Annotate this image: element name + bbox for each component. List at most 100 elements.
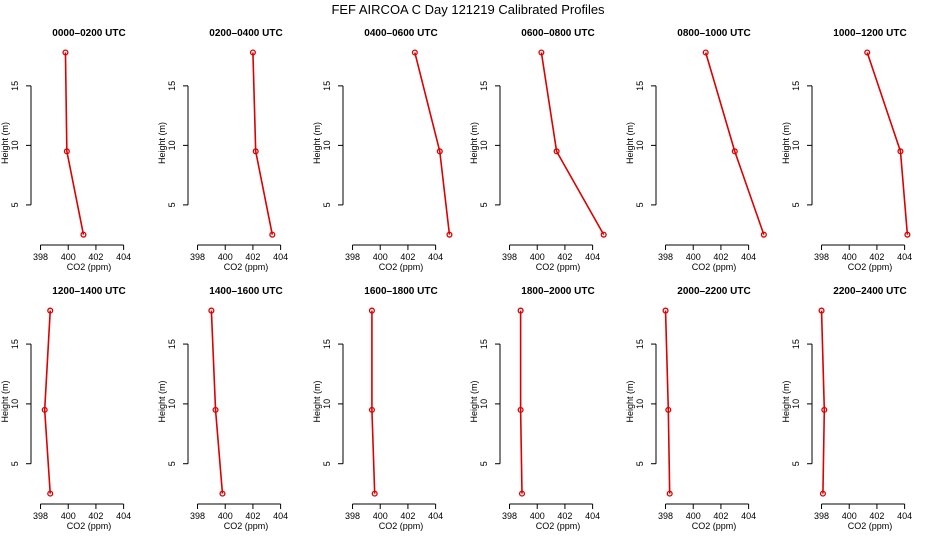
panel-10-y-label: Height (m) — [469, 380, 479, 422]
panel-8-y-tick-label: 15 — [167, 339, 177, 349]
panel-7-data-point — [47, 490, 54, 497]
panel-5-data-point — [702, 49, 709, 56]
panel-12-y-tick-label: 10 — [791, 399, 801, 409]
panel-7-x-tick-label: 402 — [88, 511, 103, 521]
panel-8-y-label: Height (m) — [157, 380, 167, 422]
panel-12: 2200–2400 UTC 398 400 402 404 CO2 (ppm) 5 10 15 H… — [781, 286, 912, 531]
panel-9-y-label: Height (m) — [312, 380, 322, 422]
panel-10-y-tick-label: 5 — [479, 461, 489, 466]
panel-8: 1400–1600 UTC 398 400 402 404 CO2 (ppm) 5 10 15 H… — [157, 286, 288, 531]
panel-5-x-tick-label: 404 — [741, 252, 756, 262]
panel-4-x-tick-label: 404 — [585, 252, 600, 262]
panel-10-data-point — [517, 406, 524, 413]
panel-9-x-tick-label: 404 — [428, 511, 443, 521]
panel-2-series-line — [252, 52, 274, 235]
panel-1-series-line — [64, 52, 85, 235]
panel-4-y-label: Height (m) — [469, 122, 479, 164]
panel-12-x-tick-label: 402 — [869, 511, 884, 521]
panel-6-y-tick-label: 10 — [791, 140, 801, 150]
panel-7-y-label: Height (m) — [0, 380, 10, 422]
panel-3-x-tick-label: 398 — [345, 252, 360, 262]
panel-11-x-tick-label: 400 — [686, 511, 701, 521]
panel-11: 2000–2200 UTC 398 400 402 404 CO2 (ppm) 5 10 15 H… — [625, 286, 756, 531]
panel-3-data-point — [411, 49, 418, 56]
figure-title: FEF AIRCOA C Day 121219 Calibrated Profi… — [331, 2, 605, 17]
panel-8-title: 1400–1600 UTC — [209, 286, 282, 297]
panel-3-x-tick-label: 400 — [373, 252, 388, 262]
panel-11-x-label: CO2 (ppm) — [692, 521, 737, 531]
panel-10-x-tick-label: 404 — [585, 511, 600, 521]
panel-12-y-label: Height (m) — [781, 380, 791, 422]
panel-6-y-label: Height (m) — [781, 122, 791, 164]
panel-4: 0600–0800 UTC 398 400 402 404 CO2 (ppm) 5 10 15 H… — [469, 28, 607, 272]
panel-1-title: 0000–0200 UTC — [52, 28, 125, 39]
panel-2-y-label: Height (m) — [157, 122, 167, 164]
panel-5-y-label: Height (m) — [625, 122, 635, 164]
panel-5: 0800–1000 UTC 398 400 402 404 CO2 (ppm) 5 10 15 H… — [625, 28, 767, 272]
panel-5-y-tick-label: 10 — [635, 140, 645, 150]
panel-7-title: 1200–1400 UTC — [52, 286, 125, 297]
panel-grid: 0000–0200 UTC 398 400 402 404 CO2 (ppm) 5 10 15 H… — [0, 28, 912, 531]
panel-5-title: 0800–1000 UTC — [677, 28, 750, 39]
panel-2-y-tick-label: 10 — [167, 140, 177, 150]
panel-1-y-tick-label: 15 — [10, 81, 20, 91]
panel-3-x-label: CO2 (ppm) — [379, 262, 424, 272]
panel-8-y-tick-label: 5 — [167, 461, 177, 466]
panel-12-series-line — [820, 310, 826, 494]
panel-1: 0000–0200 UTC 398 400 402 404 CO2 (ppm) 5 10 15 H… — [0, 28, 131, 272]
panel-10-x-tick-label: 402 — [557, 511, 572, 521]
panel-9-x-tick-label: 402 — [400, 511, 415, 521]
panel-11-y-tick-label: 10 — [635, 399, 645, 409]
panel-5-y-tick-label: 15 — [635, 81, 645, 91]
panel-6-x-tick-label: 402 — [869, 252, 884, 262]
panel-7-series-line — [43, 310, 52, 494]
panel-4-x-tick-label: 402 — [557, 252, 572, 262]
panel-2-data-point — [252, 148, 259, 155]
panel-6-data-point — [904, 231, 911, 238]
panel-4-series-line — [540, 52, 605, 236]
panel-2: 0200–0400 UTC 398 400 402 404 CO2 (ppm) 5 10 15 H… — [157, 28, 288, 272]
panel-4-y-tick-label: 10 — [479, 140, 489, 150]
panel-3-x-tick-label: 404 — [428, 252, 443, 262]
panel-2-data-point — [249, 49, 256, 56]
panel-6-x-tick-label: 398 — [814, 252, 829, 262]
panel-12-x-tick-label: 400 — [842, 511, 857, 521]
panel-11-x-tick-label: 402 — [713, 511, 728, 521]
panel-10: 1800–2000 UTC 398 400 402 404 CO2 (ppm) 5 10 15 H… — [469, 286, 600, 531]
panel-6: 1000–1200 UTC 398 400 402 404 CO2 (ppm) 5 10 15 H… — [781, 28, 912, 272]
panel-1-data-point — [80, 231, 87, 238]
panel-4-data-point — [553, 148, 560, 155]
panel-2-x-tick-label: 402 — [245, 252, 260, 262]
panel-1-x-tick-label: 400 — [61, 252, 76, 262]
panel-11-y-label: Height (m) — [625, 380, 635, 422]
panel-2-y-tick-label: 15 — [167, 81, 177, 91]
panel-11-y-tick-label: 5 — [635, 461, 645, 466]
panel-10-x-label: CO2 (ppm) — [536, 521, 581, 531]
panel-9-y-tick-label: 10 — [322, 399, 332, 409]
panel-9-x-label: CO2 (ppm) — [379, 521, 424, 531]
panel-8-x-tick-label: 404 — [273, 511, 288, 521]
panel-9-y-tick-label: 15 — [322, 339, 332, 349]
panel-9-x-tick-label: 398 — [345, 511, 360, 521]
panel-8-y-tick-label: 10 — [167, 399, 177, 409]
panel-11-x-tick-label: 398 — [658, 511, 673, 521]
panel-12-x-tick-label: 404 — [897, 511, 912, 521]
panel-7-x-label: CO2 (ppm) — [67, 521, 112, 531]
panel-7-y-tick-label: 5 — [10, 461, 20, 466]
panel-9-x-tick-label: 400 — [373, 511, 388, 521]
panel-9-data-point — [371, 490, 378, 497]
panel-5-x-tick-label: 402 — [713, 252, 728, 262]
panel-12-data-point — [819, 490, 826, 497]
panel-3-y-tick-label: 5 — [322, 202, 332, 207]
panel-9-y-tick-label: 5 — [322, 461, 332, 466]
panel-10-data-point — [518, 490, 526, 497]
panel-3-data-point — [436, 148, 443, 155]
panel-10-title: 1800–2000 UTC — [521, 286, 594, 297]
panel-8-data-point — [208, 307, 215, 314]
panel-4-data-point — [538, 49, 545, 56]
panel-8-x-tick-label: 398 — [190, 511, 205, 521]
panel-3-y-tick-label: 15 — [322, 81, 332, 91]
panel-10-y-tick-label: 10 — [479, 399, 489, 409]
panel-8-series-line — [210, 310, 224, 494]
